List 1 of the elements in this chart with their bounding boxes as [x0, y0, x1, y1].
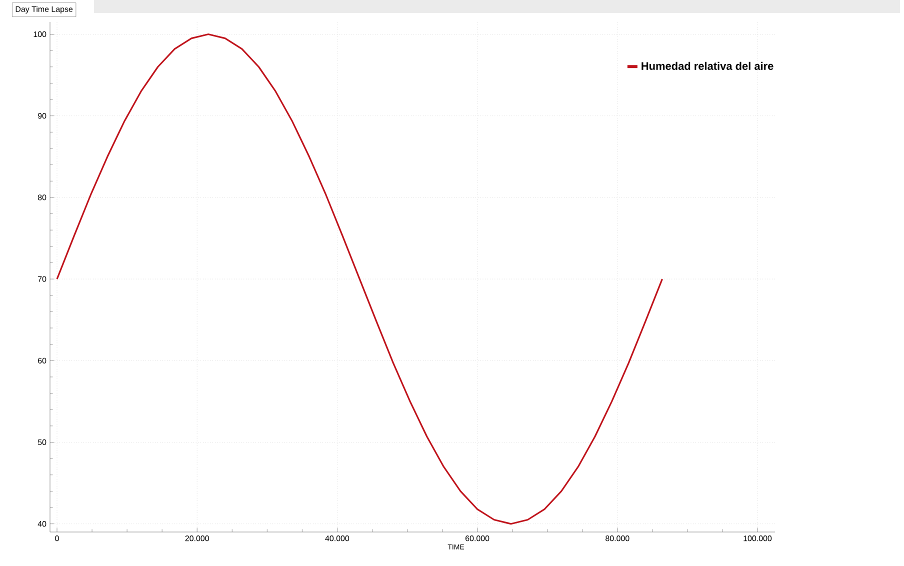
legend-label: Humedad relativa del aire: [642, 62, 774, 70]
